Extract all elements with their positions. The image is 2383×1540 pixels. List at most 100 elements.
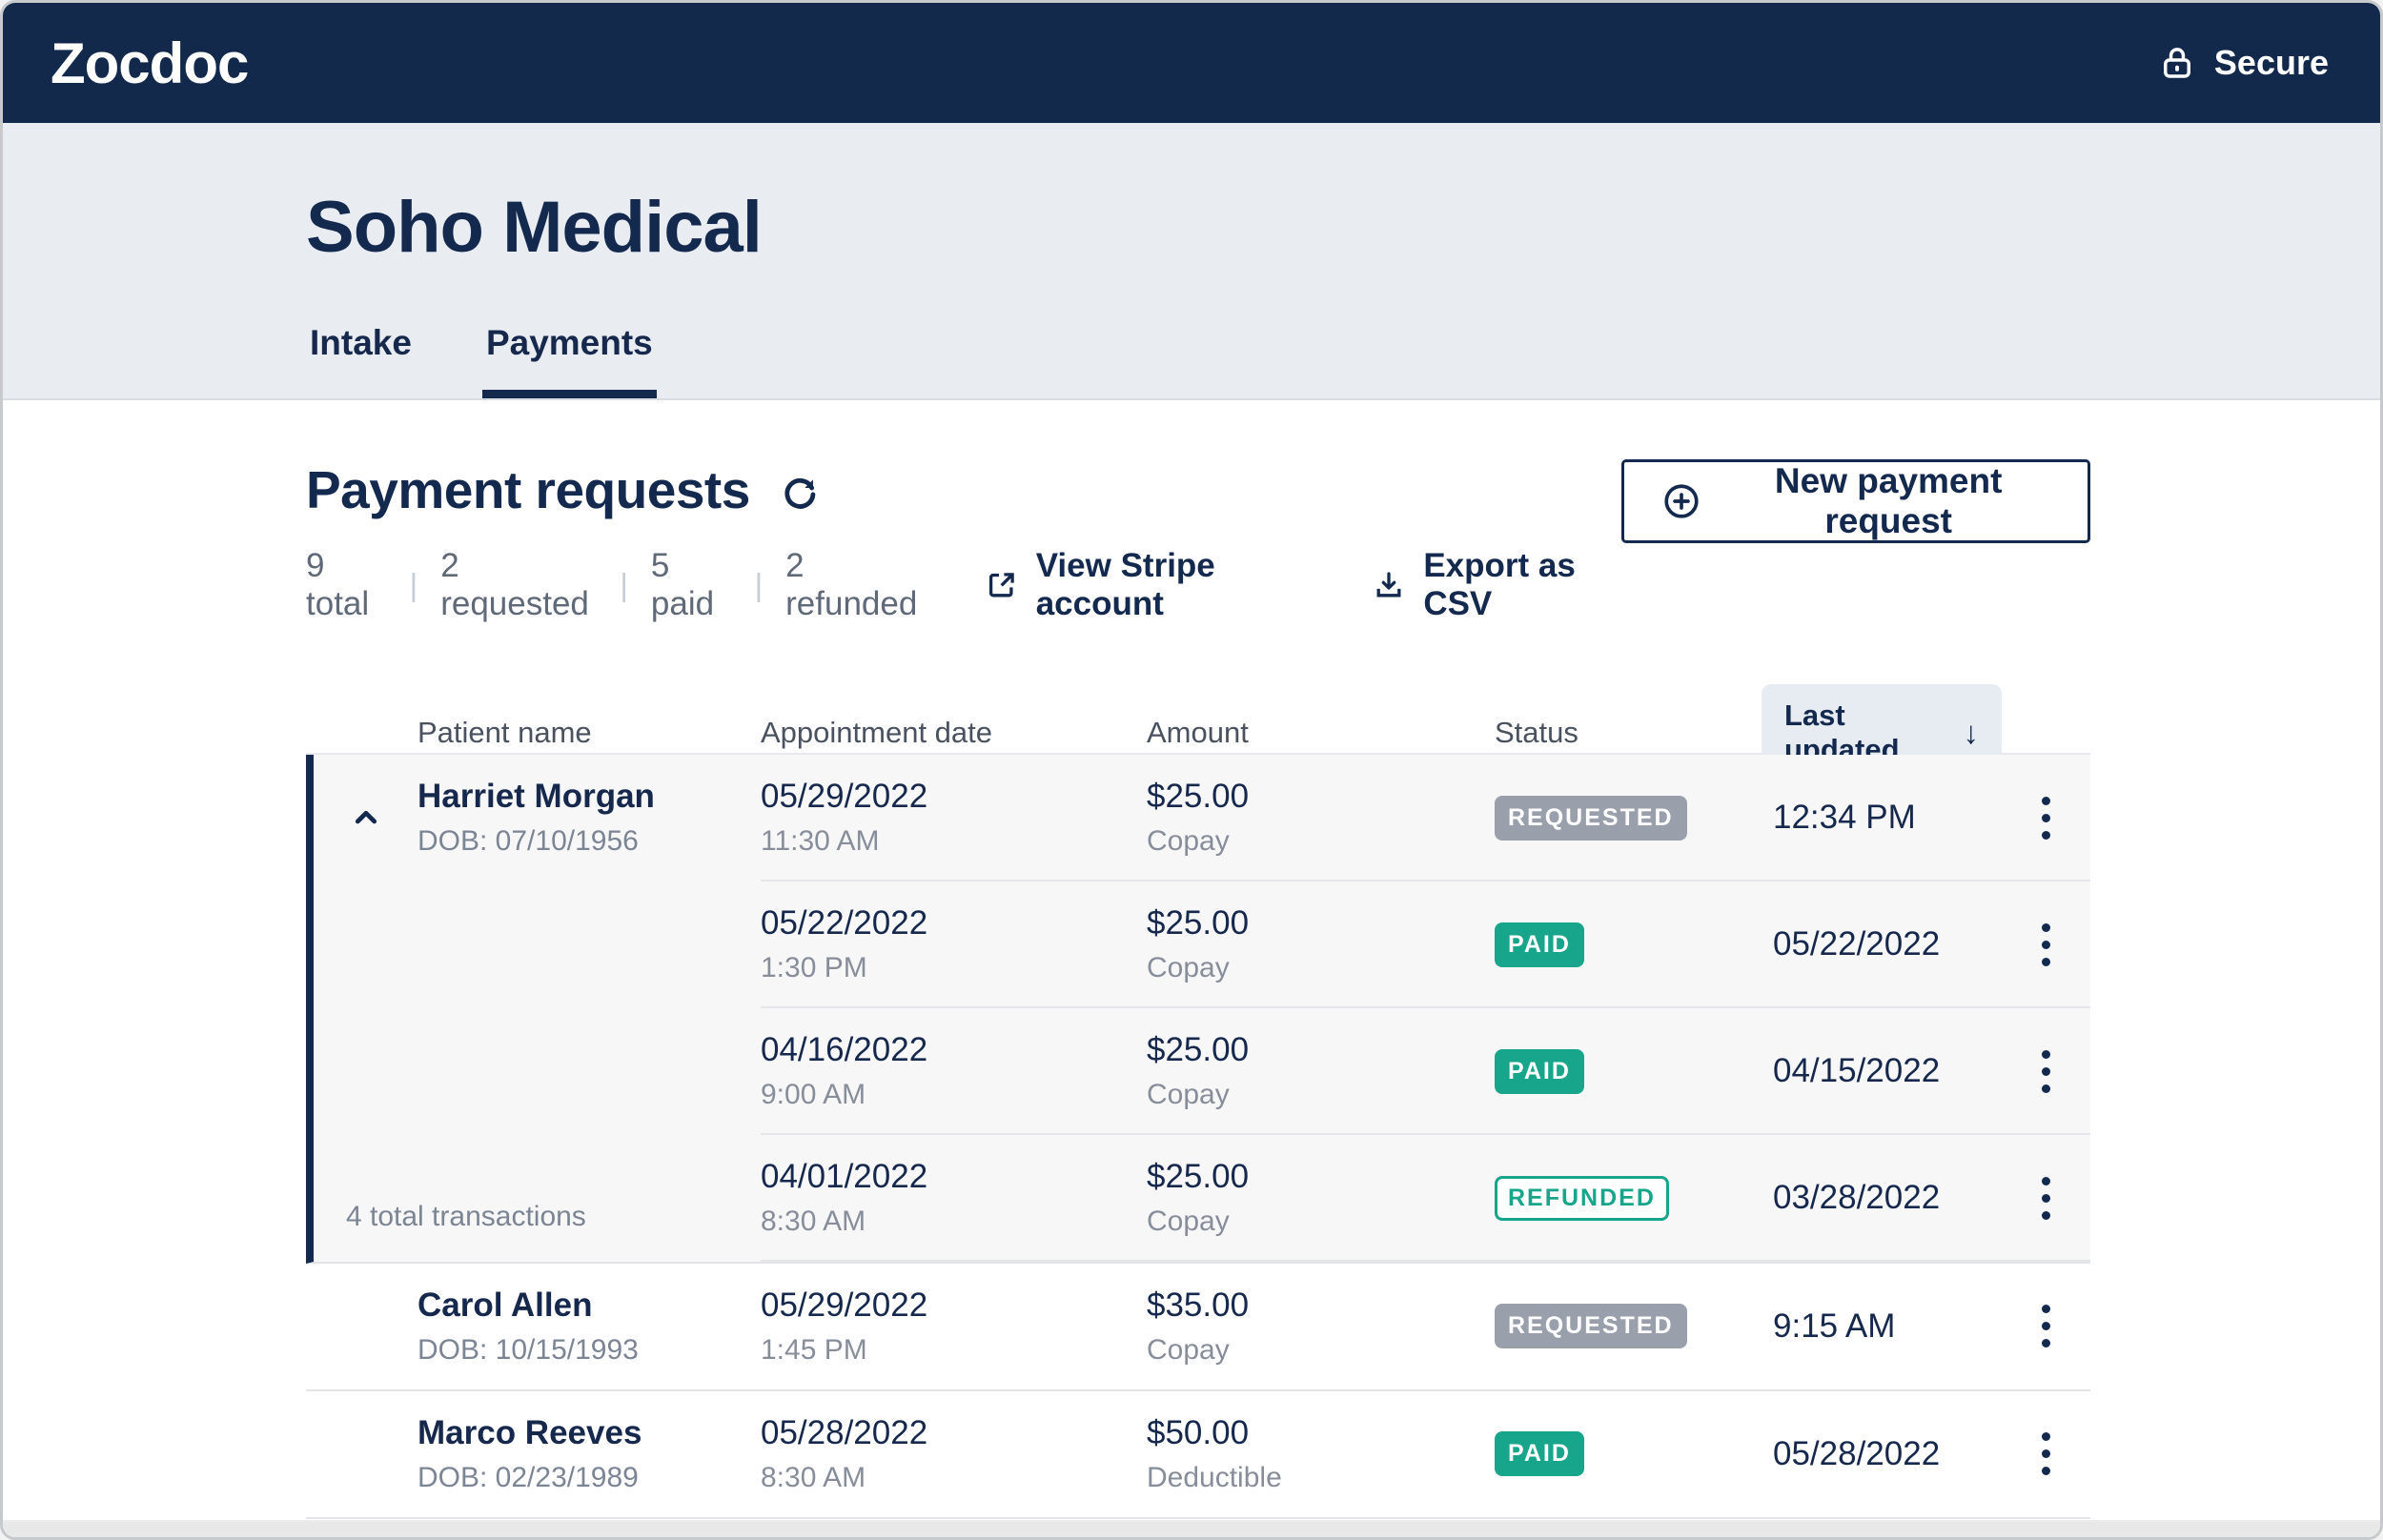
group-transaction-count: 4 total transactions bbox=[346, 1200, 586, 1232]
collapse-row-toggle[interactable] bbox=[314, 800, 418, 836]
window-bottom-edge bbox=[3, 1520, 2380, 1537]
sort-desc-icon: ↓ bbox=[1963, 714, 1980, 750]
table-row: Marco Reeves DOB: 02/23/1989 05/28/2022 … bbox=[306, 1390, 2090, 1519]
stat-requested: 2 requested bbox=[440, 546, 589, 622]
row-actions-menu-button[interactable] bbox=[2032, 1041, 2060, 1103]
new-payment-request-button[interactable]: New payment request bbox=[1621, 458, 2090, 543]
practice-header: Soho Medical Intake Payments bbox=[3, 123, 2380, 400]
stat-total: 9 total bbox=[306, 546, 370, 622]
patient-name[interactable]: Carol Allen bbox=[418, 1286, 593, 1324]
row-actions-menu-button[interactable] bbox=[2032, 914, 2060, 976]
appointment-date: 04/01/2022 bbox=[761, 1158, 928, 1196]
stat-refunded: 2 refunded bbox=[785, 546, 918, 622]
appointment-date: 05/28/2022 bbox=[761, 1413, 928, 1451]
table-row: Carol Allen DOB: 10/15/1993 05/29/2022 1… bbox=[306, 1263, 2090, 1391]
amount-type: Copay bbox=[1147, 825, 1230, 858]
stats-divider: | bbox=[409, 566, 418, 602]
export-csv-label: Export as CSV bbox=[1423, 546, 1576, 622]
last-updated-value: 03/28/2022 bbox=[1773, 1179, 1941, 1217]
amount-type: Copay bbox=[1147, 1206, 1230, 1238]
refresh-button[interactable] bbox=[779, 466, 821, 514]
page-title: Soho Medical bbox=[306, 187, 763, 268]
table-row: 04/16/2022 9:00 AM $25.00 Copay PAID 04/… bbox=[314, 1008, 2090, 1135]
row-actions-menu-button[interactable] bbox=[2032, 1295, 2060, 1357]
amount-cell: $25.00 Copay bbox=[1147, 904, 1495, 984]
stats-divider: | bbox=[754, 566, 764, 602]
col-appointment-date: Appointment date bbox=[761, 715, 993, 749]
last-updated-value: 12:34 PM bbox=[1773, 799, 1916, 837]
tab-payments[interactable]: Payments bbox=[481, 323, 657, 398]
status-badge: REQUESTED bbox=[1495, 1304, 1687, 1349]
col-status: Status bbox=[1495, 715, 1578, 749]
appointment-cell: 04/01/2022 8:30 AM bbox=[761, 1158, 1147, 1238]
new-payment-request-label: New payment request bbox=[1774, 460, 2003, 540]
appointment-cell: 04/16/2022 9:00 AM bbox=[761, 1031, 1147, 1111]
amount-value: $25.00 bbox=[1147, 904, 1250, 942]
table-body: Harriet Morgan DOB: 07/10/1956 05/29/202… bbox=[306, 752, 2090, 1519]
lock-icon bbox=[2157, 43, 2197, 83]
appointment-time: 8:30 AM bbox=[761, 1461, 866, 1493]
row-actions-menu-button[interactable] bbox=[2032, 1423, 2060, 1485]
appointment-time: 11:30 AM bbox=[761, 825, 880, 858]
appointment-time: 1:30 PM bbox=[761, 952, 867, 984]
tab-bar: Intake Payments bbox=[306, 323, 2380, 398]
top-navbar: Zocdoc Secure bbox=[3, 3, 2380, 123]
patient-name[interactable]: Harriet Morgan bbox=[418, 778, 655, 816]
amount-value: $25.00 bbox=[1147, 778, 1250, 816]
appointment-date: 05/29/2022 bbox=[761, 778, 928, 816]
amount-type: Copay bbox=[1147, 1079, 1230, 1111]
status-badge: PAID bbox=[1495, 1048, 1584, 1094]
table-row: 05/22/2022 1:30 PM $25.00 Copay PAID 05/… bbox=[314, 881, 2090, 1008]
patient-cell: Harriet Morgan DOB: 07/10/1956 bbox=[418, 778, 761, 858]
last-updated-value: 05/28/2022 bbox=[1773, 1434, 1941, 1472]
amount-value: $35.00 bbox=[1147, 1286, 1250, 1324]
patient-dob: DOB: 02/23/1989 bbox=[418, 1461, 639, 1493]
appointment-time: 1:45 PM bbox=[761, 1333, 867, 1366]
patient-cell: Carol Allen DOB: 10/15/1993 bbox=[418, 1287, 761, 1367]
tab-intake[interactable]: Intake bbox=[310, 322, 412, 362]
payments-table: Patient name Appointment date Amount Sta… bbox=[306, 683, 2090, 1519]
appointment-cell: 05/22/2022 1:30 PM bbox=[761, 904, 1147, 984]
amount-type: Copay bbox=[1147, 1333, 1230, 1366]
view-stripe-label: View Stripe account bbox=[1035, 546, 1215, 622]
secure-indicator: Secure bbox=[2157, 43, 2329, 83]
appointment-cell: 05/29/2022 11:30 AM bbox=[761, 778, 1147, 858]
table-header: Patient name Appointment date Amount Sta… bbox=[306, 683, 2090, 781]
row-actions-menu-button[interactable] bbox=[2032, 1167, 2060, 1229]
col-patient-name: Patient name bbox=[418, 715, 592, 749]
amount-cell: $25.00 Copay bbox=[1147, 1158, 1495, 1238]
stat-paid: 5 paid bbox=[650, 546, 715, 622]
amount-cell: $50.00 Deductible bbox=[1147, 1414, 1495, 1494]
status-badge: REFUNDED bbox=[1495, 1175, 1669, 1221]
view-stripe-link[interactable]: View Stripe account bbox=[985, 547, 1312, 623]
appointment-cell: 05/28/2022 8:30 AM bbox=[761, 1414, 1147, 1494]
last-updated-value: 9:15 AM bbox=[1773, 1307, 1896, 1345]
export-csv-link[interactable]: Export as CSV bbox=[1372, 547, 1621, 623]
appointment-date: 05/29/2022 bbox=[761, 1286, 928, 1324]
appointment-date: 05/22/2022 bbox=[761, 904, 928, 942]
table-row: Harriet Morgan DOB: 07/10/1956 05/29/202… bbox=[314, 755, 2090, 881]
patient-name[interactable]: Marco Reeves bbox=[418, 1413, 642, 1451]
external-link-icon bbox=[985, 568, 1019, 602]
patient-group-harriet-morgan: Harriet Morgan DOB: 07/10/1956 05/29/202… bbox=[306, 754, 2090, 1264]
status-badge: REQUESTED bbox=[1495, 795, 1687, 841]
appointment-cell: 05/29/2022 1:45 PM bbox=[761, 1287, 1147, 1367]
appointment-time: 9:00 AM bbox=[761, 1079, 866, 1111]
status-badge: PAID bbox=[1495, 922, 1584, 967]
patient-dob: DOB: 07/10/1956 bbox=[418, 825, 639, 858]
secure-label: Secure bbox=[2213, 43, 2329, 82]
amount-cell: $25.00 Copay bbox=[1147, 778, 1495, 858]
patient-dob: DOB: 10/15/1993 bbox=[418, 1333, 639, 1366]
row-actions-menu-button[interactable] bbox=[2032, 787, 2060, 849]
stats-divider: | bbox=[620, 566, 628, 602]
refresh-icon bbox=[779, 472, 821, 514]
zocdoc-logo: Zocdoc bbox=[51, 30, 249, 95]
col-amount: Amount bbox=[1147, 715, 1249, 749]
amount-value: $25.00 bbox=[1147, 1031, 1250, 1069]
amount-cell: $35.00 Copay bbox=[1147, 1287, 1495, 1367]
patient-cell: Marco Reeves DOB: 02/23/1989 bbox=[418, 1414, 761, 1494]
section-heading: Payment requests bbox=[306, 459, 750, 519]
download-icon bbox=[1372, 568, 1406, 602]
plus-circle-icon bbox=[1660, 480, 1702, 522]
